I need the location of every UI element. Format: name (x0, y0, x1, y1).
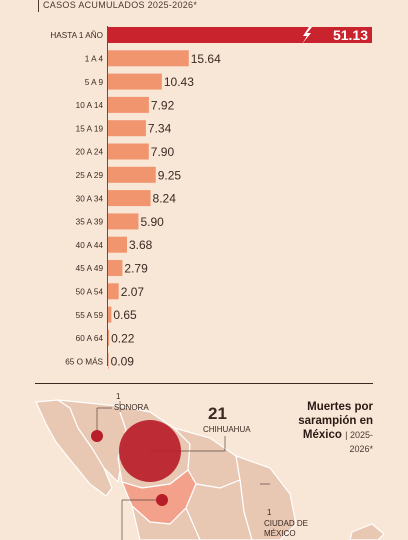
category-label: 60 A 64 (76, 334, 104, 343)
chihuahua-bubble (119, 420, 181, 482)
bar (108, 143, 149, 160)
category-label: 45 A 49 (76, 264, 104, 273)
category-label: 25 A 29 (76, 171, 104, 180)
bar (108, 50, 189, 67)
category-label: 5 A 9 (85, 78, 104, 87)
value-label: 8.24 (153, 192, 177, 206)
section-divider (35, 383, 373, 384)
category-label: 55 A 59 (76, 311, 104, 320)
lightning-icon (302, 27, 312, 44)
deaths-title: Muertes por sarampión en México | 2025-2… (289, 400, 373, 456)
category-label: 50 A 54 (76, 288, 104, 297)
value-label: 5.90 (140, 215, 164, 229)
category-label: 15 A 19 (76, 124, 104, 133)
bar (108, 260, 123, 276)
bar-chart: HASTA 1 AÑO 51.13 1 A 4 15.64 5 A 9 10.43 10 A… (50, 26, 372, 370)
mexico-map (35, 399, 385, 540)
category-label: 35 A 39 (76, 218, 104, 227)
value-label: 3.68 (129, 238, 153, 252)
southeast-shape (349, 523, 385, 540)
value-label: 7.34 (148, 122, 172, 136)
category-label: 10 A 14 (76, 101, 104, 110)
value-label: 51.13 (333, 27, 368, 43)
category-label: 30 A 34 (76, 194, 104, 203)
chihuahua-label: CHIHUAHUA (203, 425, 251, 434)
west-coast-shape (130, 504, 201, 540)
deaths-period: | 2025-2026* (345, 430, 373, 454)
value-label: 2.07 (121, 285, 145, 299)
bar (108, 353, 109, 370)
chart-subtitle: CASOS ACUMULADOS 2025-2026* (38, 0, 197, 12)
deaths-title-text: Muertes por sarampión en México (298, 401, 373, 441)
bar (108, 329, 110, 346)
deaths-period-text: 2025-2026* (349, 430, 373, 454)
value-label: 10.43 (164, 75, 194, 89)
bar (108, 236, 128, 253)
value-label: 7.90 (151, 145, 175, 159)
category-label: 40 A 44 (76, 241, 104, 250)
value-label: 15.64 (191, 52, 221, 66)
value-label: 7.92 (151, 98, 175, 112)
bar (108, 213, 139, 230)
durango-bubble (156, 494, 168, 506)
bar (108, 190, 151, 207)
category-label: 65 O MÁS (65, 356, 103, 366)
bar (108, 166, 156, 183)
value-label: 0.09 (111, 355, 135, 369)
cdmx-label: CIUDAD DE MÉXICO (264, 519, 309, 538)
sonora-count: 1 (116, 392, 121, 401)
category-label: 20 A 24 (76, 148, 104, 157)
sonora-bubble (91, 430, 103, 442)
bar (108, 306, 112, 323)
value-label: 9.25 (158, 168, 182, 182)
category-label: 1 A 4 (85, 55, 104, 64)
value-label: 2.79 (124, 262, 148, 276)
bar (108, 96, 149, 113)
category-label: HASTA 1 AÑO (50, 30, 103, 40)
value-label: 0.65 (113, 308, 137, 322)
bar (108, 120, 146, 137)
value-label: 0.22 (111, 331, 135, 345)
bar (108, 283, 119, 300)
sonora-label: SONORA (114, 403, 149, 412)
cdmx-count: 1 (267, 508, 272, 517)
chihuahua-count: 21 (208, 404, 227, 423)
bar (108, 73, 162, 90)
